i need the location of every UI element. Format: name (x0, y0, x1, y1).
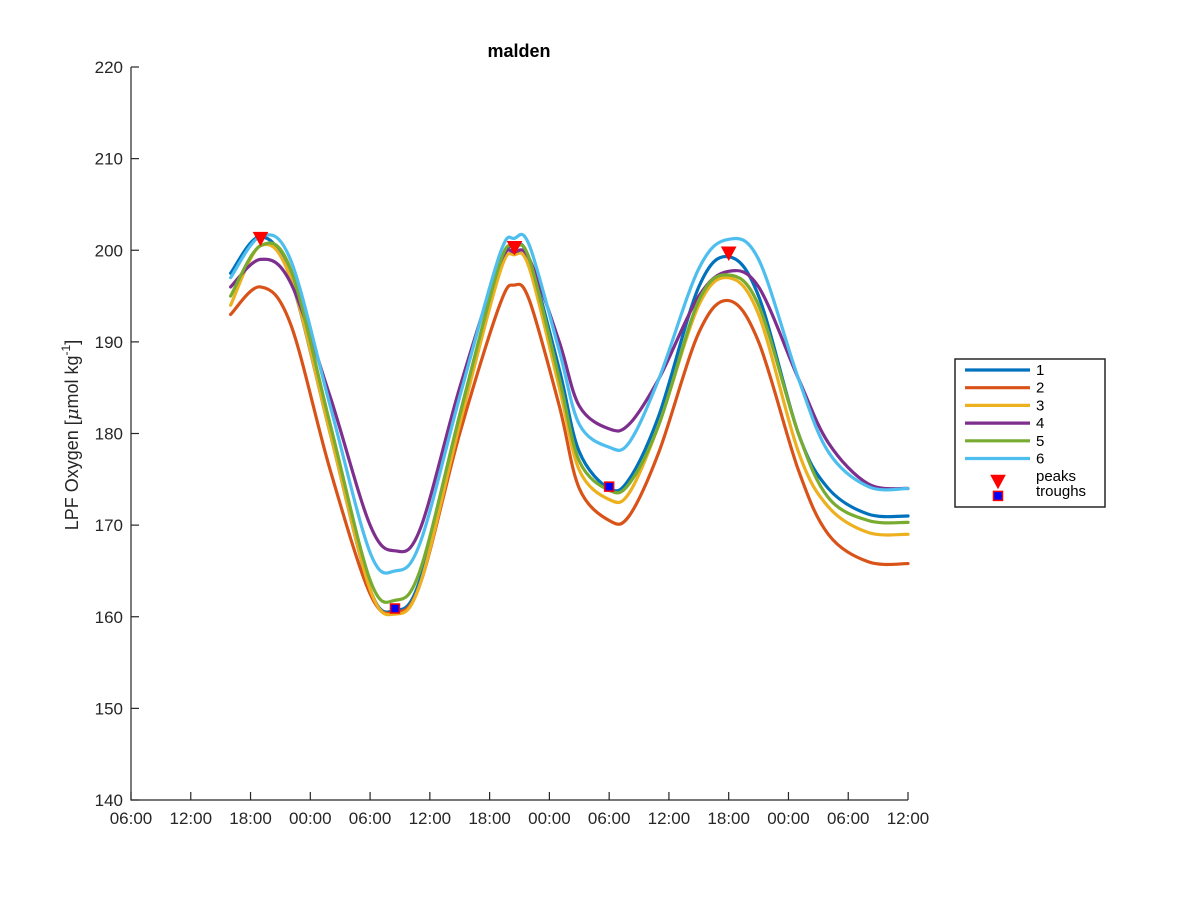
y-tick-label: 160 (95, 608, 123, 627)
x-tick-label: 06:00 (588, 809, 631, 828)
peak-marker (720, 246, 737, 262)
peak-marker (506, 241, 523, 256)
series-line-6 (229, 232, 910, 575)
y-axis: 140 150 160 170 180 190 200 210 220 (95, 58, 139, 810)
x-tick-label: 12:00 (648, 809, 691, 828)
trough-marker (603, 481, 615, 492)
legend-label-3: 3 (1036, 397, 1044, 414)
series-line-5 (229, 241, 910, 604)
legend-label-6: 6 (1036, 451, 1044, 468)
x-tick-label: 12:00 (169, 809, 212, 828)
trough-marker-legend (992, 490, 1004, 502)
y-tick-label: 220 (95, 58, 123, 77)
x-tick-label: 06:00 (349, 809, 392, 828)
y-axis-label: LPF Oxygen [μmol kg-1] (59, 340, 83, 530)
x-tick-label: 00:00 (289, 809, 332, 828)
legend-label-2: 2 (1036, 380, 1044, 397)
y-tick-label: 140 (95, 791, 123, 810)
legend-label-peaks: peaks (1036, 468, 1076, 485)
x-tick-label: 00:00 (767, 809, 810, 828)
y-tick-label: 190 (95, 333, 123, 352)
series-line-2 (229, 282, 910, 615)
peak-marker (252, 231, 269, 247)
chart-title: malden (487, 41, 550, 61)
x-tick-label: 12:00 (409, 809, 452, 828)
x-tick-label: 06:00 (110, 809, 153, 828)
x-tick-label: 18:00 (468, 809, 511, 828)
x-axis: 06:00 12:00 18:00 00:00 06:00 12:00 18:00 00:00… (110, 792, 930, 828)
peak-marker-legend (990, 474, 1006, 490)
y-tick-label: 200 (95, 241, 123, 260)
x-tick-label: 06:00 (827, 809, 870, 828)
legend-label-5: 5 (1036, 433, 1044, 450)
legend-label-troughs: troughs (1036, 483, 1086, 500)
x-tick-label: 12:00 (887, 809, 930, 828)
y-tick-label: 210 (95, 150, 123, 169)
y-tick-label: 170 (95, 516, 123, 535)
x-tick-label: 00:00 (528, 809, 571, 828)
series-line-3 (229, 242, 910, 617)
legend-label-4: 4 (1036, 415, 1044, 432)
y-tick-label: 150 (95, 699, 123, 718)
legend-box (954, 358, 1106, 508)
plot-area (229, 232, 910, 617)
x-tick-label: 18:00 (229, 809, 272, 828)
y-tick-label: 180 (95, 425, 123, 444)
x-tick-label: 18:00 (707, 809, 750, 828)
legend-label-1: 1 (1036, 362, 1044, 379)
marker-layer (252, 231, 737, 614)
trough-marker (389, 603, 401, 614)
